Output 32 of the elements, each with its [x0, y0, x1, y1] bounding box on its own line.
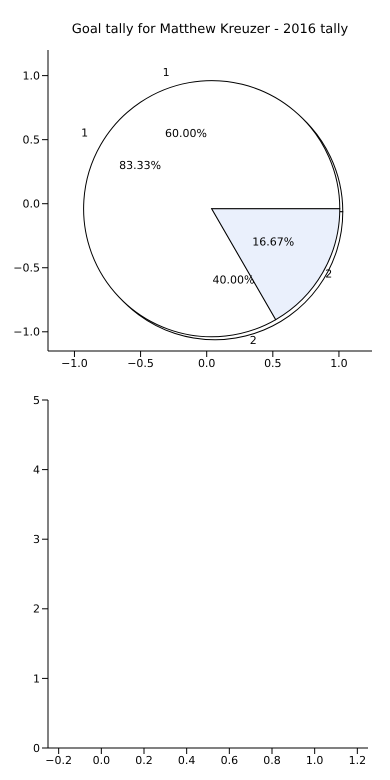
x-tick-label: 0.8: [263, 754, 281, 767]
x-tick-label: 0.0: [198, 356, 216, 370]
x-tick-label: 0.6: [220, 754, 238, 767]
x-tick-label: 1.2: [348, 754, 366, 767]
x-tick-label: 0.2: [135, 754, 153, 767]
x-tick-label: 0.5: [264, 356, 282, 370]
x-tick-label: 0.4: [178, 754, 196, 767]
y-tick-label: 3: [33, 533, 40, 546]
x-tick-label: 0.0: [92, 754, 110, 767]
y-tick-label: −1.0: [13, 326, 40, 339]
x-tick-label: −1.0: [61, 356, 88, 370]
y-tick-label: 0.0: [22, 198, 40, 211]
slice-label: 1: [162, 66, 170, 80]
x-tick-label: 1.0: [330, 356, 348, 370]
chart-title: Goal tally for Matthew Kreuzer - 2016 tally: [70, 22, 350, 37]
y-tick-label: 5: [33, 394, 40, 407]
y-tick-label: 2: [33, 602, 40, 616]
y-tick-label: 0.5: [22, 134, 40, 147]
y-tick-label: −0.5: [13, 262, 40, 275]
data-label: 16.67%: [252, 236, 294, 249]
slice-label: 2: [250, 334, 257, 348]
data-label: 60.00%: [164, 127, 207, 140]
slice-label: 2: [325, 268, 332, 281]
y-tick-label: 0: [33, 742, 40, 755]
y-tick-label: 1.0: [22, 70, 40, 83]
slice-label: 1: [81, 126, 88, 140]
x-tick-label: −0.5: [127, 356, 154, 370]
data-label: 83.33%: [119, 158, 162, 172]
x-tick-label: 1.0: [306, 754, 324, 767]
y-tick-label: 4: [33, 464, 40, 477]
x-tick-label: −0.2: [45, 754, 72, 767]
y-tick-label: 1: [33, 672, 40, 686]
